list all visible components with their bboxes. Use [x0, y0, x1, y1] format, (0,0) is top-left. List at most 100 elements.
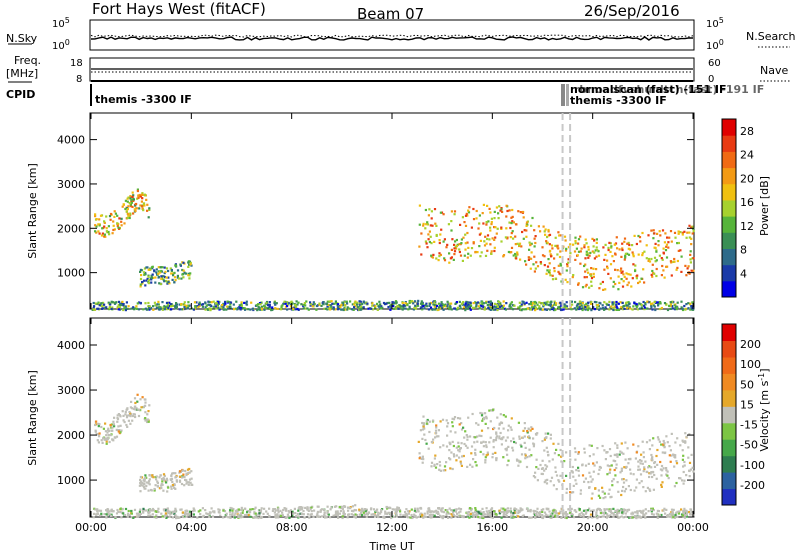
- scatter-cell: [258, 512, 261, 515]
- cpid-label: CPID: [6, 88, 35, 101]
- scatter-cell: [555, 448, 558, 451]
- scatter-cell: [433, 457, 436, 460]
- scatter-cell: [363, 508, 366, 511]
- scatter-cell: [366, 302, 369, 305]
- scatter-cell: [245, 302, 248, 305]
- scatter-cell: [498, 509, 501, 512]
- scatter-cell: [404, 513, 407, 516]
- scatter-cell: [629, 488, 632, 492]
- scatter-cell: [145, 484, 148, 487]
- freq-tick-bottom: 8: [76, 74, 82, 85]
- scatter-cell: [585, 511, 588, 514]
- scatter-cell: [249, 508, 252, 511]
- scatter-cell: [690, 237, 693, 240]
- scatter-cell: [124, 507, 128, 511]
- scatter-cell: [559, 262, 562, 265]
- scatter-cell: [266, 512, 269, 515]
- scatter-cell: [523, 441, 526, 444]
- scatter-cell: [597, 494, 600, 497]
- scatter-cell: [675, 308, 678, 311]
- scatter-cell: [583, 480, 586, 483]
- scatter-cell: [541, 308, 544, 311]
- scatter-cell: [330, 300, 333, 303]
- scatter-cell: [652, 237, 655, 240]
- scatter-cell: [543, 230, 546, 233]
- scatter-cell: [486, 234, 490, 237]
- scatter-cell: [450, 513, 453, 516]
- scatter-cell: [187, 265, 190, 268]
- scatter-cell: [304, 304, 307, 307]
- scatter-cell: [113, 416, 116, 419]
- scatter-cell: [229, 301, 233, 304]
- scatter-cell: [142, 308, 145, 311]
- scatter-cell: [382, 301, 386, 305]
- scatter-cell: [604, 253, 607, 256]
- scatter-cell: [452, 418, 456, 421]
- scatter-cell: [642, 456, 645, 459]
- scatter-cell: [587, 245, 590, 249]
- scatter-cell: [609, 454, 612, 458]
- scatter-cell: [166, 507, 169, 510]
- scatter-cell: [534, 241, 537, 245]
- scatter-cell: [663, 302, 667, 305]
- scatter-cell: [480, 514, 483, 517]
- scatter-cell: [120, 220, 123, 223]
- scatter-cell: [143, 267, 147, 270]
- scatter-cell: [584, 270, 587, 273]
- scatter-cell: [504, 308, 507, 311]
- scatter-cell: [144, 284, 147, 287]
- scatter-cell: [590, 280, 593, 283]
- scatter-cell: [523, 435, 526, 438]
- scatter-cell: [681, 458, 684, 461]
- scatter-cell: [108, 306, 111, 309]
- scatter-cell: [685, 435, 688, 438]
- scatter-cell: [608, 241, 611, 244]
- scatter-cell: [538, 301, 541, 304]
- scatter-cell: [467, 416, 470, 419]
- scatter-cell: [479, 411, 482, 415]
- scatter-cell: [589, 251, 592, 254]
- scatter-cell: [565, 514, 568, 517]
- scatter-cell: [508, 221, 511, 224]
- scatter-cell: [268, 301, 271, 304]
- colorbar-segment: [722, 232, 736, 249]
- scatter-cell: [684, 440, 687, 443]
- scatter-cell: [565, 451, 568, 454]
- scatter-cell: [590, 302, 593, 305]
- scatter-cell: [168, 510, 171, 513]
- scatter-cell: [493, 238, 496, 241]
- scatter-cell: [105, 509, 108, 512]
- scatter-cell: [549, 480, 552, 483]
- scatter-cell: [620, 469, 623, 472]
- scatter-cell: [432, 510, 435, 513]
- scatter-cell: [621, 248, 624, 252]
- scatter-cell: [629, 307, 632, 310]
- scatter-cell: [650, 306, 653, 309]
- scatter-cell: [416, 303, 419, 306]
- scatter-cell: [614, 453, 617, 457]
- scatter-cell: [631, 277, 634, 280]
- scatter-cell: [312, 515, 315, 518]
- scatter-cell: [643, 468, 646, 471]
- scatter-cell: [665, 467, 668, 470]
- scatter-cell: [557, 442, 560, 445]
- scatter-cell: [110, 513, 113, 516]
- scatter-cell: [175, 475, 178, 478]
- scatter-cell: [311, 305, 314, 308]
- scatter-cell: [124, 411, 127, 414]
- scatter-cell: [485, 510, 488, 513]
- scatter-cell: [554, 303, 558, 306]
- scatter-cell: [607, 248, 610, 252]
- scatter-cell: [191, 483, 194, 486]
- scatter-cell: [527, 307, 530, 310]
- scatter-cell: [529, 508, 532, 512]
- scatter-cell: [518, 510, 521, 513]
- scatter-cell: [485, 221, 488, 224]
- scatter-cell: [121, 507, 124, 511]
- scatter-cell: [654, 260, 657, 263]
- colorbar-tick-label: 8: [740, 244, 747, 257]
- scatter-cell: [424, 240, 427, 243]
- scatter-cell: [132, 194, 135, 197]
- scatter-cell: [680, 255, 683, 258]
